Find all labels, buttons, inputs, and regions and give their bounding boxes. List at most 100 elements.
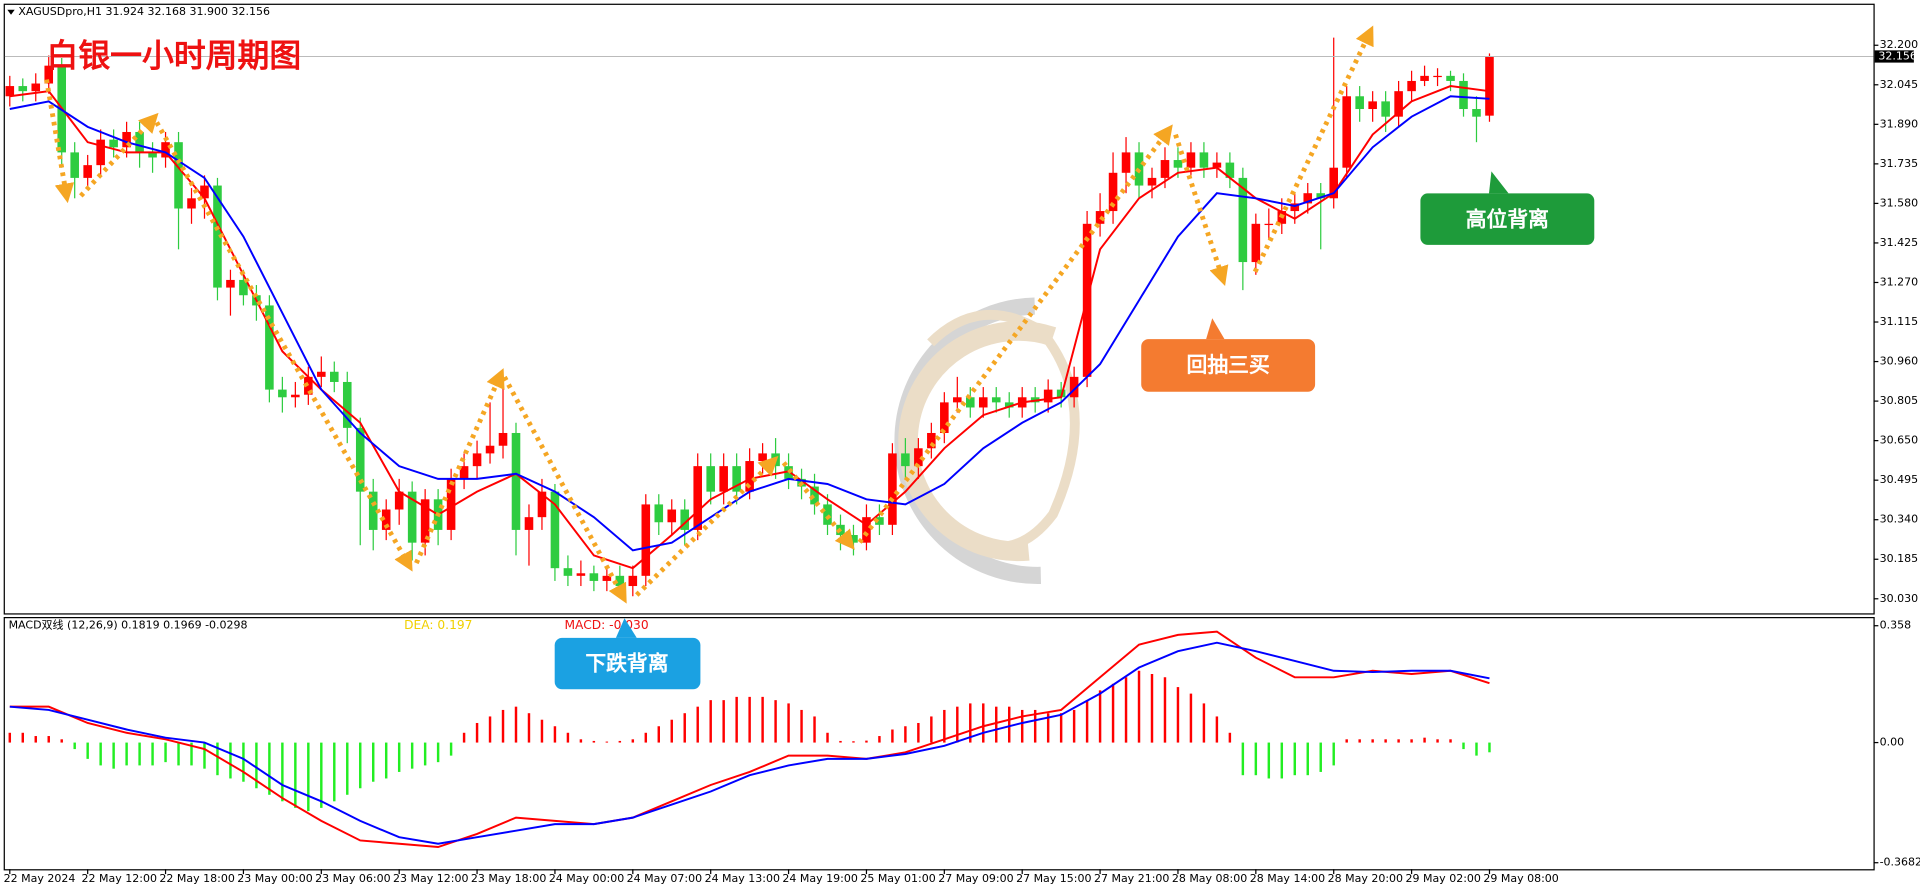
menu-arrow — [7, 9, 15, 15]
candle-body — [1290, 203, 1300, 212]
y-tick-label: 32.045 — [1880, 78, 1919, 91]
x-tick-label: 29 May 08:00 — [1483, 872, 1558, 885]
candle-body — [706, 466, 715, 492]
candle-body — [187, 198, 196, 209]
candle-body — [589, 573, 599, 581]
candle-body — [368, 491, 378, 530]
x-tick-label: 28 May 14:00 — [1250, 872, 1325, 885]
candle-body — [1355, 96, 1364, 110]
callout-text: 回抽三买 — [1187, 353, 1270, 377]
y-tick-label: 31.580 — [1880, 196, 1919, 209]
candle-body — [304, 376, 313, 395]
candle-body — [96, 139, 105, 166]
candle-body — [1342, 96, 1351, 168]
y-tick-label: -0.3682 — [1880, 856, 1920, 869]
candle-body — [1173, 160, 1183, 168]
macd-label: MACD: -0.030 — [564, 618, 648, 632]
candle-body — [1381, 101, 1390, 117]
candle-body — [226, 279, 235, 288]
candle-body — [18, 86, 28, 92]
candle-body — [472, 453, 482, 467]
candle-body — [953, 397, 962, 403]
candle-body — [1459, 80, 1468, 110]
candle-body — [446, 478, 456, 530]
candle-body — [1316, 193, 1326, 199]
candle-body — [1212, 162, 1222, 168]
indicator-line — [9, 85, 1490, 570]
candle-body — [524, 517, 534, 530]
candle-body — [70, 152, 79, 178]
candle-body — [1329, 167, 1338, 199]
candle-body — [1264, 223, 1274, 226]
macd-panel — [3, 617, 1875, 871]
candle-body — [823, 504, 832, 525]
candle-body — [407, 491, 417, 543]
callout-text: 高位背离 — [1466, 207, 1549, 231]
candle-body — [1238, 177, 1248, 263]
candle-body — [1472, 109, 1481, 117]
last-price-label: 32.156 — [1878, 49, 1917, 62]
candle-body — [991, 397, 1001, 403]
x-tick-label: 25 May 01:00 — [860, 872, 935, 885]
candle-body — [498, 432, 508, 446]
candle-body — [654, 504, 664, 523]
callout: 回抽三买 — [1141, 318, 1316, 392]
x-tick-label: 23 May 18:00 — [471, 872, 546, 885]
candle-body — [1160, 160, 1170, 178]
candle-body — [849, 535, 858, 543]
candle-body — [732, 466, 741, 492]
candle-body — [862, 517, 871, 543]
candle-body — [381, 509, 391, 530]
candle-body — [109, 139, 118, 148]
candle-body — [1407, 80, 1416, 92]
y-tick-label: 30.650 — [1880, 434, 1919, 447]
candle-body — [278, 389, 287, 398]
y-tick-label: 30.805 — [1880, 394, 1919, 407]
candle-body — [1303, 193, 1313, 204]
y-tick-label: 31.270 — [1880, 275, 1919, 288]
candle-body — [1368, 101, 1377, 110]
x-tick-label: 24 May 00:00 — [549, 872, 624, 885]
candle-body — [978, 397, 988, 408]
candle-body — [265, 305, 274, 390]
candle-body — [901, 453, 910, 467]
y-tick-label: 31.890 — [1880, 117, 1919, 130]
callout: 高位背离 — [1420, 171, 1595, 245]
x-tick-label: 23 May 00:00 — [237, 872, 312, 885]
x-tick-label: 23 May 06:00 — [315, 872, 390, 885]
candle-body — [355, 427, 365, 492]
candle-body — [1446, 75, 1455, 81]
x-tick-label: 29 May 02:00 — [1405, 872, 1480, 885]
x-tick-label: 27 May 09:00 — [938, 872, 1013, 885]
candle-body — [213, 185, 222, 288]
x-tick-label: 28 May 08:00 — [1172, 872, 1247, 885]
candle-body — [927, 432, 936, 449]
price-panel — [3, 3, 1875, 615]
candle-body — [758, 453, 767, 462]
candle-body — [148, 152, 157, 158]
candle-body — [511, 432, 521, 530]
candle-body — [602, 575, 612, 581]
candle-body — [1069, 376, 1079, 398]
candle-body — [719, 466, 728, 492]
candle-body — [1394, 91, 1403, 117]
y-tick-label: 0.00 — [1880, 736, 1905, 749]
candle-body — [1043, 389, 1053, 403]
candle-body — [615, 575, 625, 587]
candle-body — [875, 517, 884, 525]
y-tick-label: 30.030 — [1880, 592, 1919, 605]
candle-body — [342, 381, 352, 428]
candle-body — [239, 279, 248, 296]
indicator-line — [9, 641, 1490, 845]
candle-body — [1147, 177, 1157, 186]
candle-body — [330, 371, 339, 382]
candle-body — [83, 165, 92, 178]
chart-header: XAGUSDpro,H1 31.924 32.168 31.900 32.156 — [18, 5, 270, 18]
candle-body — [771, 453, 780, 467]
callout: 下跌背离 — [554, 618, 701, 690]
y-tick-label: 30.185 — [1880, 552, 1919, 565]
x-tick-label: 22 May 18:00 — [159, 872, 234, 885]
candle-body — [888, 453, 897, 525]
candle-body — [200, 185, 209, 199]
